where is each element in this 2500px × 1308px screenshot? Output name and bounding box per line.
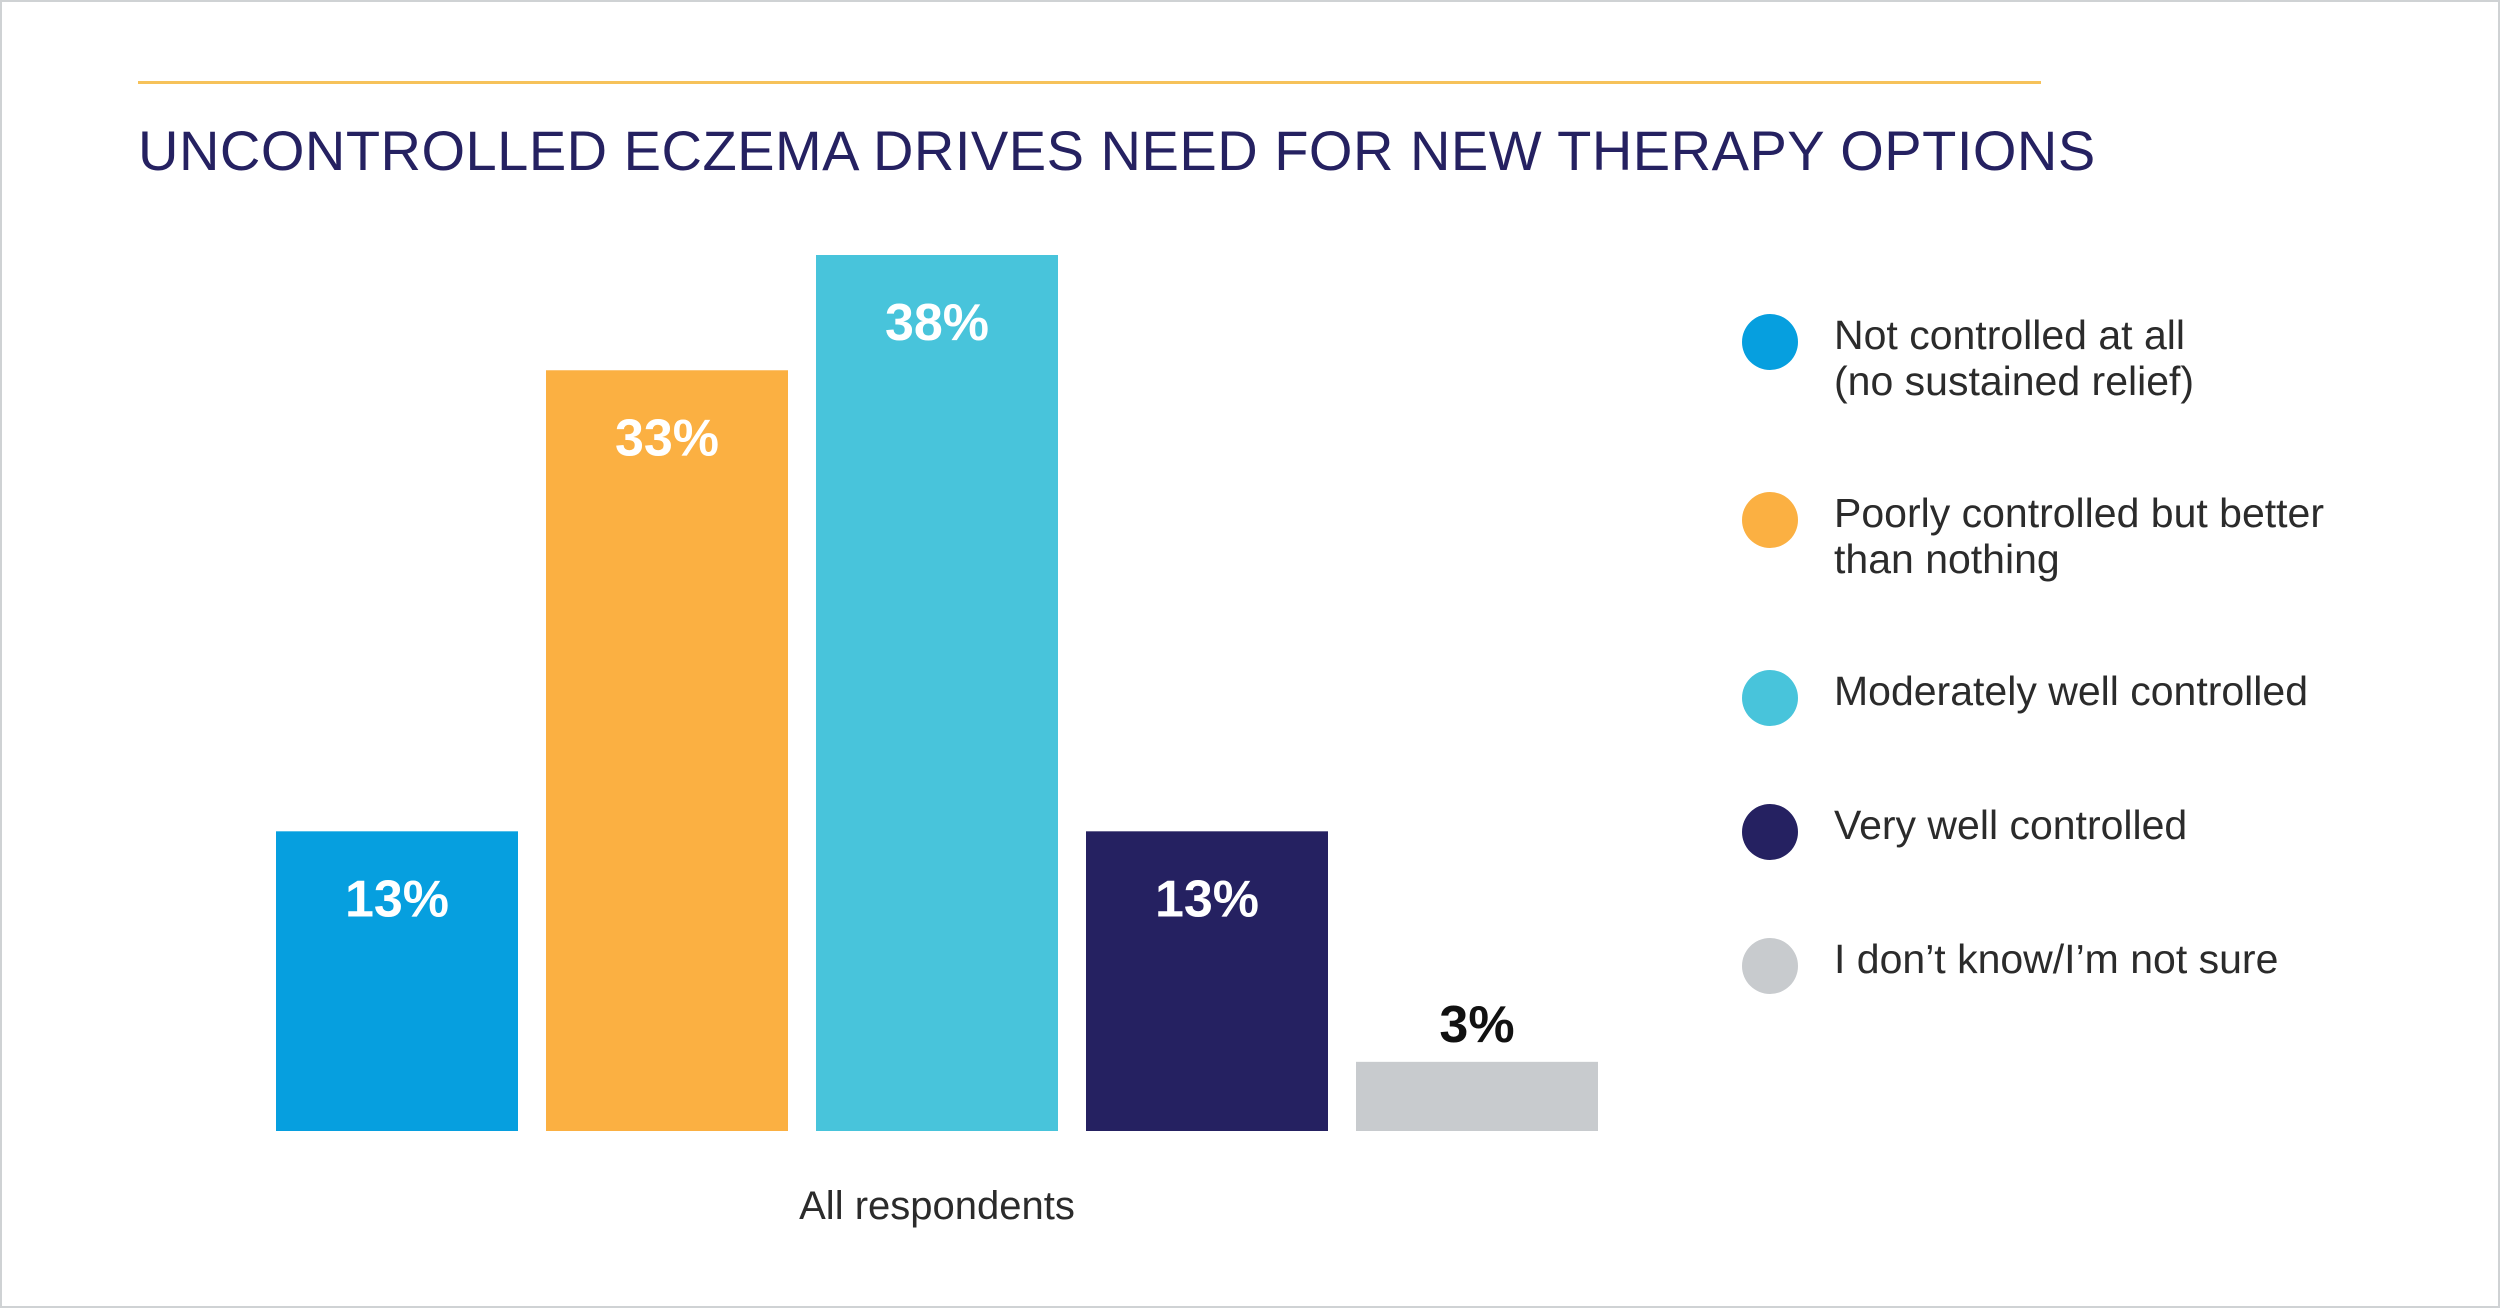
legend-label-line-1: Poorly controlled but better	[1834, 490, 2324, 536]
legend-label: Moderately well controlled	[1834, 668, 2394, 714]
legend-item: I don’t know/I’m not sure	[1742, 936, 2394, 994]
legend-label-line-2: than nothing	[1834, 536, 2060, 582]
legend-item: Very well controlled	[1742, 802, 2394, 860]
legend-item: Poorly controlled but better than nothing	[1742, 490, 2394, 582]
legend-label-line-1: Very well controlled	[1834, 802, 2188, 848]
bar-value-label-3: 38%	[885, 294, 989, 352]
legend-label: Poorly controlled but better than nothing	[1834, 490, 2394, 582]
bar-chart: 13% 33% 38% 13% 3% All respondents	[276, 255, 1598, 1228]
legend-swatch	[1742, 314, 1798, 370]
bar-5	[1356, 1061, 1598, 1131]
bar-2	[546, 370, 788, 1131]
title-rule	[138, 81, 2041, 84]
legend-label-line-1: I don’t know/I’m not sure	[1834, 936, 2279, 982]
legend-label: Not controlled at all (no sustained relie…	[1834, 312, 2394, 404]
legend-swatch	[1742, 938, 1798, 994]
legend-item: Moderately well controlled	[1742, 668, 2394, 726]
legend-label-line-2: (no sustained relief)	[1834, 358, 2195, 404]
chart-title: UNCONTROLLED ECZEMA DRIVES NEED FOR NEW …	[138, 119, 2096, 182]
legend-item: Not controlled at all (no sustained relie…	[1742, 312, 2394, 404]
legend-swatch	[1742, 804, 1798, 860]
bar-1	[276, 831, 518, 1131]
bar-3	[816, 255, 1058, 1131]
legend-label-line-1: Moderately well controlled	[1834, 668, 2309, 714]
legend-swatch	[1742, 492, 1798, 548]
bar-value-label-4: 13%	[1155, 870, 1259, 928]
legend-label: Very well controlled	[1834, 802, 2394, 848]
legend-label-line-1: Not controlled at all	[1834, 312, 2185, 358]
category-label: All respondents	[799, 1184, 1075, 1228]
bar-4	[1086, 831, 1328, 1131]
bar-value-label-2: 33%	[615, 409, 719, 467]
legend-label: I don’t know/I’m not sure	[1834, 936, 2394, 982]
legend-swatch	[1742, 670, 1798, 726]
bar-value-label-1: 13%	[345, 870, 449, 928]
bar-value-label-5: 3%	[1439, 996, 1514, 1054]
